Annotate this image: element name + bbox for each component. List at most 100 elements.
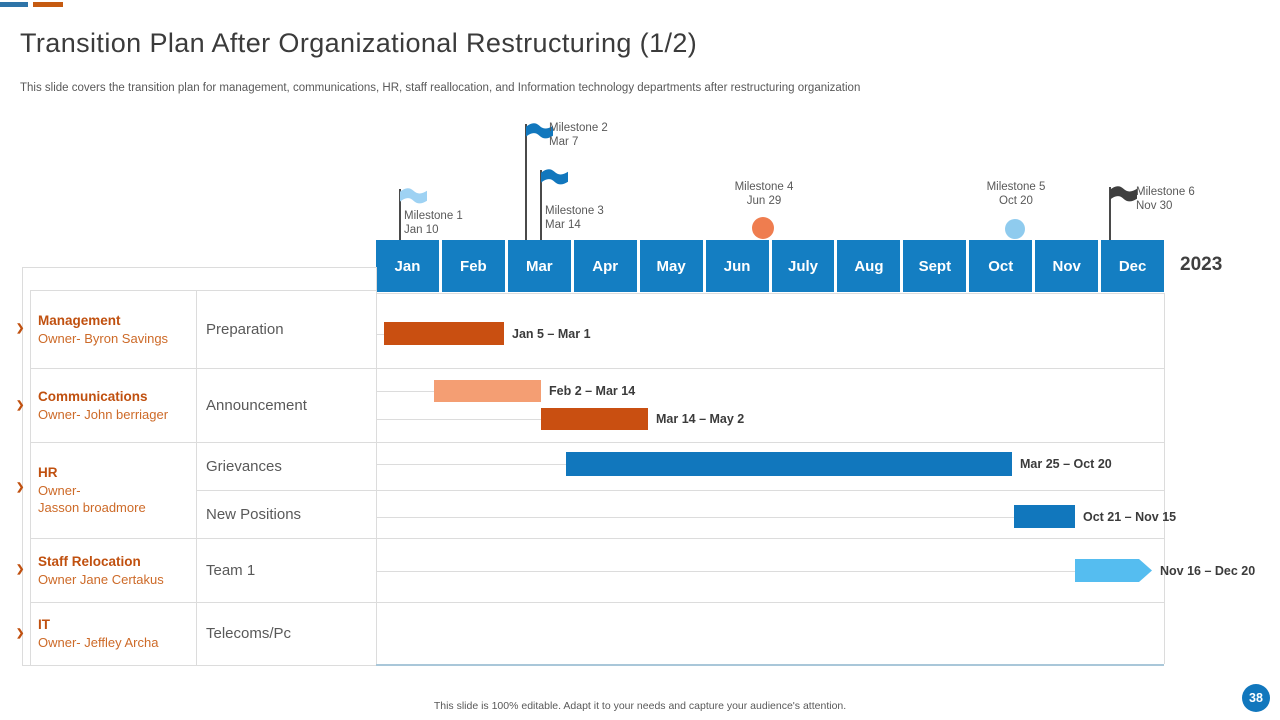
bar-date-label: Oct 21 – Nov 15 xyxy=(1083,509,1177,524)
chart-right-border xyxy=(1164,293,1165,664)
gantt-bar xyxy=(1075,559,1152,582)
milestone-flag-icon xyxy=(526,121,553,145)
dept-cell: Staff Relocation Owner Jane Certakus xyxy=(30,538,196,602)
table-inner-top-border xyxy=(30,290,376,291)
gantt-bar xyxy=(384,322,504,345)
dept-name: HR xyxy=(38,465,58,480)
chart-gridline xyxy=(30,538,1164,539)
bar-date-label: Jan 5 – Mar 1 xyxy=(512,326,591,341)
gantt-bar xyxy=(566,452,1012,476)
dept-name: Management xyxy=(38,312,121,328)
task-cell: Telecoms/Pc xyxy=(206,625,292,642)
month-cell-aug: Aug xyxy=(837,240,901,292)
milestone-flag-icon xyxy=(400,186,427,210)
month-cell-dec: Dec xyxy=(1101,240,1165,292)
milestone-flag-pole xyxy=(1109,187,1111,240)
milestone-flag-icon xyxy=(1110,184,1137,208)
page-number-badge: 38 xyxy=(1242,684,1270,712)
gantt-bar xyxy=(541,408,648,430)
month-cell-oct: Oct xyxy=(969,240,1033,292)
chart-bottom-line xyxy=(376,664,1164,666)
bar-date-label: Mar 25 – Oct 20 xyxy=(1020,457,1112,471)
task-cell: Grievances xyxy=(206,457,282,475)
table-inner-left-border xyxy=(30,290,31,666)
dept-name: Staff Relocation xyxy=(38,553,141,569)
bar-date-label: Feb 2 – Mar 14 xyxy=(549,384,636,398)
month-cell-jan: Jan xyxy=(376,240,439,292)
dept-owner: Owner- Jeffley Archa xyxy=(38,635,159,650)
bar-leader-line xyxy=(376,464,566,465)
month-cell-apr: Apr xyxy=(573,240,637,292)
dept-owner: Owner- Byron Savings xyxy=(38,330,169,346)
milestone-date: Mar 7 xyxy=(549,136,579,148)
milestone-name: Milestone 3 xyxy=(545,205,604,217)
row-chevron-icon: ❯ xyxy=(16,564,25,575)
table-right-border xyxy=(376,267,377,666)
milestone-date: Nov 30 xyxy=(1136,200,1173,212)
bar-leader-line xyxy=(376,334,384,335)
chart-gridline xyxy=(30,602,1164,603)
dept-owner: Owner- John berriager xyxy=(38,406,169,422)
row-chevron-icon: ❯ xyxy=(16,628,25,639)
bar-date-label: Mar 14 – May 2 xyxy=(656,412,745,426)
chart-gridline xyxy=(30,368,1164,369)
milestone-date: Mar 14 xyxy=(545,219,581,231)
dept-cell: HR Owner- Jasson broadmore xyxy=(30,442,196,538)
month-cell-jun: Jun xyxy=(705,240,769,292)
month-cell-feb: Feb xyxy=(441,240,505,292)
month-cell-sept: Sept xyxy=(903,240,967,292)
dept-cell: IT Owner- Jeffley Archa xyxy=(30,602,196,665)
bar-leader-line xyxy=(376,391,434,392)
row-chevron-icon: ❯ xyxy=(16,400,25,411)
milestone-flag-pole xyxy=(525,124,527,240)
milestone-label: Milestone 1 Jan 10 xyxy=(404,209,544,237)
milestone-name: Milestone 6 xyxy=(1136,186,1195,198)
milestone-flag-pole xyxy=(540,170,542,240)
milestone-name: Milestone 1 xyxy=(404,210,463,222)
dept-name: Communications xyxy=(38,388,148,404)
task-cell: New Positions xyxy=(206,505,302,523)
decor-dash-orange xyxy=(33,2,63,7)
decor-dash-blue xyxy=(0,2,28,7)
month-cell-mar: Mar xyxy=(507,240,571,292)
milestone-name: Milestone 4 xyxy=(734,181,794,193)
dept-owner: Owner- xyxy=(38,483,81,498)
month-header: Jan Feb Mar Apr May Jun July Aug Sept Oct Nov Dec xyxy=(376,240,1165,292)
milestone-label: Milestone 4 Jun 29 xyxy=(694,180,834,208)
milestone-date: Jan 10 xyxy=(404,224,439,236)
slide-subtitle: This slide covers the transition plan fo… xyxy=(20,82,861,94)
bar-leader-line xyxy=(376,517,1014,518)
milestone-name: Milestone 5 xyxy=(986,181,1046,193)
month-cell-july: July xyxy=(771,240,835,292)
year-label: 2023 xyxy=(1180,254,1223,275)
milestone-label: Milestone 6 Nov 30 xyxy=(1136,185,1276,213)
month-cell-nov: Nov xyxy=(1035,240,1099,292)
table-outer-left-border xyxy=(22,267,23,666)
chart-gridline xyxy=(30,442,1164,443)
task-cell: Team 1 xyxy=(206,561,256,579)
footer-note: This slide is 100% editable. Adapt it to… xyxy=(433,700,847,712)
milestone-date: Oct 20 xyxy=(999,195,1033,207)
table-bottom-border xyxy=(22,665,376,666)
page-title: Transition Plan After Organizational Res… xyxy=(20,28,698,58)
dept-owner: Owner Jane Certakus xyxy=(38,571,164,587)
milestone-circle-icon xyxy=(1005,219,1025,239)
dept-owner: Jasson broadmore xyxy=(38,500,146,515)
month-cell-may: May xyxy=(639,240,703,292)
dept-name: IT xyxy=(38,617,50,632)
dept-cell: Management Owner- Byron Savings xyxy=(30,290,196,368)
milestone-name: Milestone 2 xyxy=(549,122,608,134)
milestone-label: Milestone 5 Oct 20 xyxy=(946,180,1086,208)
row-chevron-icon: ❯ xyxy=(16,323,25,334)
task-cell: Announcement xyxy=(206,396,307,414)
milestone-flag-pole xyxy=(399,189,401,240)
bar-leader-line xyxy=(376,571,1075,572)
milestone-circle-icon xyxy=(752,217,774,239)
bar-date-label: Nov 16 – Dec 20 xyxy=(1160,563,1256,578)
table-column-divider xyxy=(196,290,197,666)
milestone-date: Jun 29 xyxy=(746,195,782,207)
bar-leader-line xyxy=(376,419,541,420)
row-chevron-icon: ❯ xyxy=(16,482,25,493)
task-cell: Preparation xyxy=(206,320,284,338)
